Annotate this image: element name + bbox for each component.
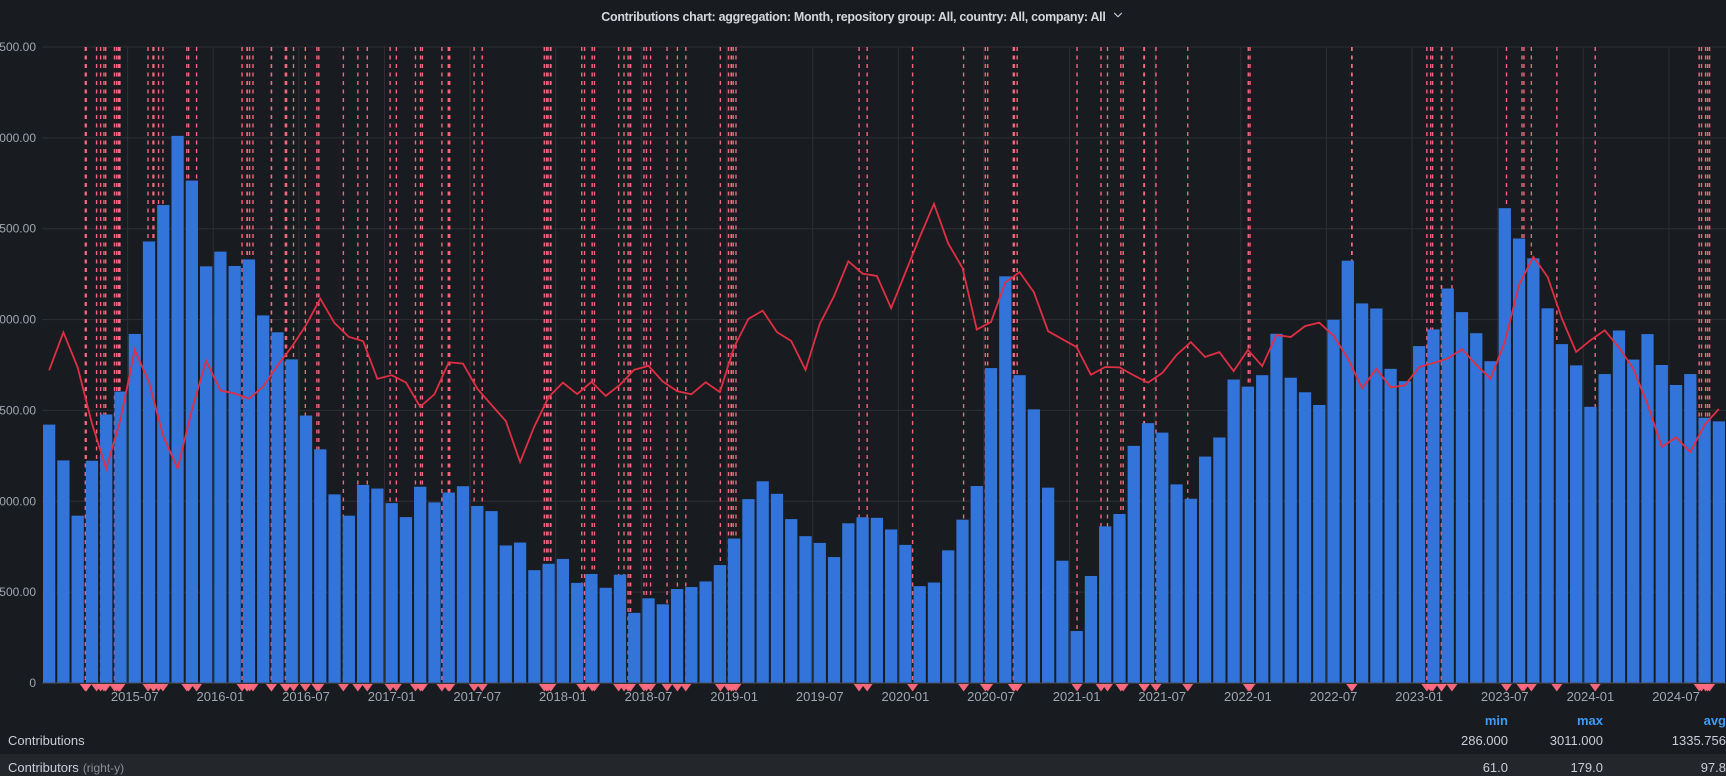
svg-text:2015-07: 2015-07 [111,689,159,704]
svg-text:2018-07: 2018-07 [625,689,673,704]
svg-text:2016-01: 2016-01 [197,689,245,704]
svg-text:2016-07: 2016-07 [282,689,330,704]
svg-text:2018-01: 2018-01 [539,689,587,704]
svg-text:2023-01: 2023-01 [1395,689,1443,704]
svg-text:2020-07: 2020-07 [967,689,1015,704]
svg-text:2022-01: 2022-01 [1224,689,1272,704]
svg-text:1000.00: 1000.00 [0,494,36,508]
svg-text:2020-01: 2020-01 [882,689,930,704]
svg-text:2500.00: 2500.00 [0,222,36,236]
svg-text:2023-07: 2023-07 [1481,689,1529,704]
svg-text:3000.00: 3000.00 [0,131,36,145]
svg-text:500.00: 500.00 [0,585,36,599]
svg-text:2017-07: 2017-07 [453,689,501,704]
svg-text:2024-01: 2024-01 [1567,689,1615,704]
svg-text:0: 0 [29,676,36,690]
svg-text:2017-01: 2017-01 [368,689,416,704]
svg-text:3500.00: 3500.00 [0,40,36,54]
svg-text:2021-01: 2021-01 [1053,689,1101,704]
svg-text:2024-07: 2024-07 [1652,689,1700,704]
svg-text:2022-07: 2022-07 [1310,689,1358,704]
svg-text:2021-07: 2021-07 [1138,689,1186,704]
svg-text:2000.00: 2000.00 [0,313,36,327]
svg-text:1500.00: 1500.00 [0,403,36,417]
svg-text:2019-01: 2019-01 [710,689,758,704]
svg-text:2019-07: 2019-07 [796,689,844,704]
